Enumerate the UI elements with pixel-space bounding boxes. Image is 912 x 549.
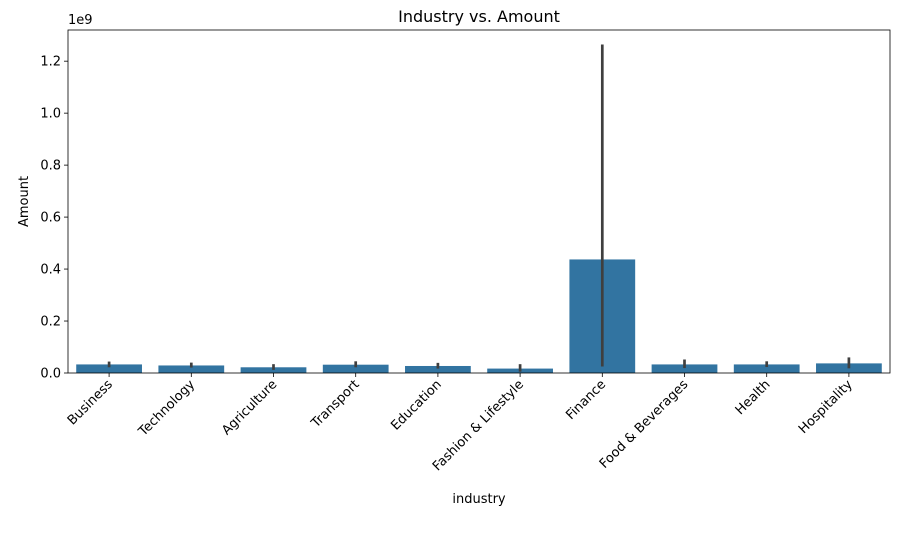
- bar-2: [240, 367, 307, 373]
- y-tick-label-6: 1.2: [40, 55, 61, 70]
- y-offset-text: 1e9: [68, 13, 93, 28]
- y-tick-label-1: 0.2: [40, 315, 61, 330]
- bar-3: [322, 364, 389, 373]
- bar-8: [733, 364, 800, 373]
- bar-1: [158, 365, 225, 373]
- x-tick-label-0: Business: [65, 377, 116, 428]
- y-ticks-layer: 0.0 0.2 0.4 0.6 0.8 1.0 1.2: [40, 55, 68, 382]
- x-tick-label-2: Agriculture: [219, 377, 280, 438]
- y-tick-label-0: 0.0: [40, 367, 61, 382]
- y-tick-label-3: 0.6: [40, 211, 61, 226]
- y-axis-label: Amount: [17, 176, 32, 227]
- x-tick-label-4: Education: [388, 377, 444, 433]
- chart-title: Industry vs. Amount: [398, 7, 560, 26]
- y-tick-label-2: 0.4: [40, 263, 61, 278]
- x-tick-label-9: Hospitality: [796, 377, 856, 437]
- x-tick-label-6: Finance: [563, 377, 609, 423]
- bar-0: [76, 364, 142, 373]
- bar-4: [405, 365, 471, 373]
- y-tick-label-4: 0.8: [40, 159, 61, 174]
- error-bars-layer: [107, 44, 851, 372]
- x-ticks-layer: Business Technology Agriculture Transport Ed…: [65, 373, 856, 474]
- x-axis-label: industry: [452, 492, 506, 507]
- bar-7: [651, 364, 718, 373]
- y-tick-label-5: 1.0: [40, 107, 61, 122]
- x-tick-label-3: Transport: [308, 377, 362, 431]
- x-tick-label-8: Health: [733, 377, 774, 418]
- x-tick-label-7: Food & Beverages: [597, 377, 692, 472]
- x-tick-label-1: Technology: [135, 377, 198, 440]
- plot-frame: [67, 29, 891, 374]
- x-tick-label-5: Fashion & Lifestyle: [430, 377, 527, 474]
- bars-layer: [76, 259, 882, 373]
